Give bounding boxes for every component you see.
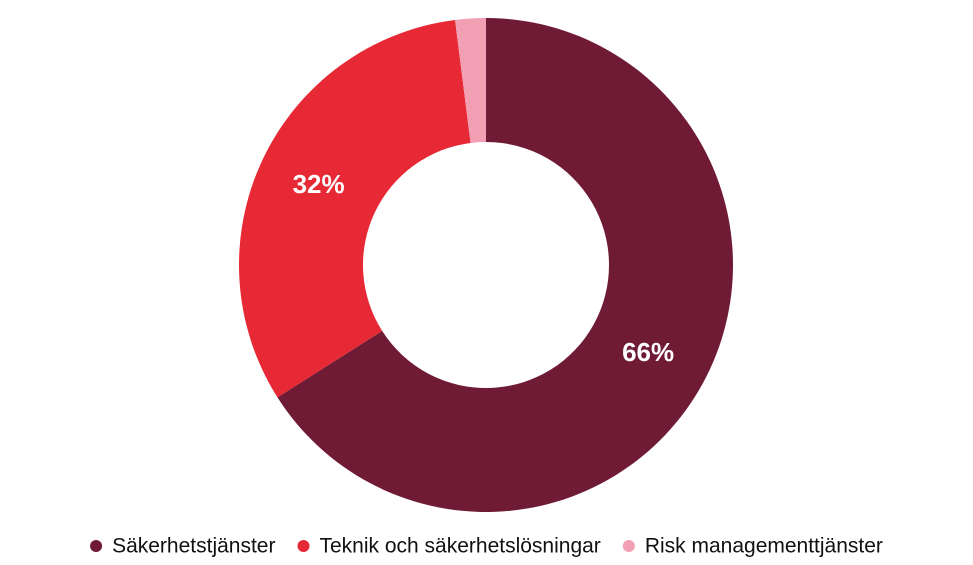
slice-label: 32% bbox=[293, 169, 345, 199]
legend-label: Teknik och säkerhetslösningar bbox=[319, 535, 600, 558]
donut-slice bbox=[277, 18, 733, 512]
legend-label: Risk managementtjänster bbox=[645, 535, 883, 558]
legend-label: Säkerhetstjänster bbox=[112, 535, 275, 558]
slice-label: 66% bbox=[622, 337, 674, 367]
legend-marker bbox=[622, 540, 635, 552]
legend-marker bbox=[90, 540, 103, 552]
donut-slice bbox=[455, 18, 486, 143]
legend-marker bbox=[297, 540, 310, 552]
donut-slice bbox=[238, 19, 471, 398]
